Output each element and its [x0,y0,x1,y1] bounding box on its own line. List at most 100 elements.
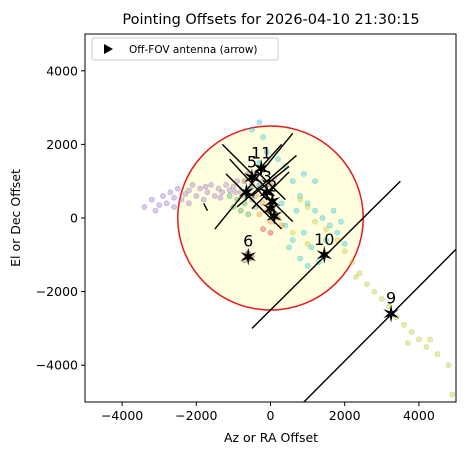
scatter-point [232,189,239,196]
scatter-point [200,196,207,203]
scatter-point [401,321,407,328]
antenna-star [244,168,260,187]
scatter-point [223,181,229,188]
scatter-point [226,193,233,199]
y-axis-label: El or Dec Offset [8,169,23,267]
reference-line [203,202,209,211]
scatter-point [297,196,304,203]
scatter-point [278,200,285,207]
scatter-point [312,218,318,225]
scatter-point [349,259,356,266]
scatter-point [445,362,452,369]
scatter-point [434,351,441,358]
scatter-point [289,237,296,243]
scatter-point [297,193,304,199]
scatter-cluster [141,178,241,214]
scatter-point [289,178,296,185]
antenna-label: 5 [247,153,257,172]
scatter-point [341,248,348,255]
scatter-point [289,229,296,236]
scatter-point [219,189,226,196]
scatter-point [408,329,415,335]
scatter-point [319,215,326,221]
scatter-point [249,126,255,133]
scatter-point [182,191,189,197]
scatter-cluster [289,196,456,398]
scatter-point [449,391,456,398]
scatter-point [297,255,304,262]
antenna-star [266,207,282,226]
scatter-point [304,262,311,269]
antenna-star [238,183,255,202]
scatter-point [256,211,263,218]
scatter-point [163,200,170,207]
antenna-label: 2 [267,176,277,195]
scatter-point [267,229,274,236]
antenna-star [383,304,399,323]
scatter-point [208,181,215,188]
scatter-cluster [226,193,252,218]
y-tick-label: −4000 [36,358,78,373]
scatter-point [404,340,411,347]
scatter-cluster [260,226,274,236]
scatter-point [427,336,433,343]
scatter-point [148,196,155,203]
cross-line [262,191,294,223]
scatter-point [260,226,266,232]
scatter-point [245,211,252,218]
x-axis-label: Az or RA Offset [224,430,318,445]
scatter-point [293,207,300,214]
x-tick-label: 4000 [403,408,435,423]
legend: Off-FOV antenna (arrow) [91,37,279,61]
scatter-point [338,218,344,225]
y-tick-label: 2000 [46,137,78,152]
y-tick-label: −2000 [36,284,78,299]
scatter-point [160,193,166,199]
scatter-point [341,240,348,247]
scatter-point [156,202,163,209]
y-axis-ticks: −4000 −2000 0 2000 4000 [36,63,85,373]
cross-line [251,199,283,230]
scatter-point [230,183,237,190]
reference-line [303,248,456,402]
scatter-point [260,200,266,207]
scatter-point [202,183,209,190]
scatter-point [378,296,385,302]
scatter-point [356,270,363,277]
scatter-point [171,194,177,201]
x-axis-ticks: −4000 −2000 0 2000 4000 [101,402,435,423]
scatter-point [185,187,192,194]
scatter-point [226,187,233,194]
x-tick-label: −2000 [175,408,217,423]
x-tick-label: 0 [267,408,275,423]
legend-box [91,37,279,61]
right-triangle-icon [104,44,113,54]
antenna-label: 11 [251,143,271,162]
scatter-point [312,207,318,214]
scatter-point [256,119,263,126]
cross-line [221,143,275,197]
scatter-point [371,288,378,295]
scatter-point [334,237,341,243]
y-tick-label: 4000 [46,63,78,78]
reference-line [214,132,294,230]
scatter-point [334,229,341,236]
legend-entry-label: Off-FOV antenna (arrow) [129,44,258,56]
scatter-point [141,204,148,210]
scatter-point [308,244,315,251]
antenna-label: 6 [243,232,253,251]
scatter-point [185,200,192,207]
scatter-point [197,185,203,192]
scatter-point [304,204,311,210]
antenna-star [264,192,281,211]
scatter-point [217,194,224,201]
scatter-cluster [249,119,348,269]
x-tick-label: −4000 [101,408,143,423]
scatter-point [304,200,311,207]
scatter-point [312,178,318,185]
antenna-star [240,247,257,266]
scatter-point [423,343,430,350]
scatter-point [326,222,333,229]
